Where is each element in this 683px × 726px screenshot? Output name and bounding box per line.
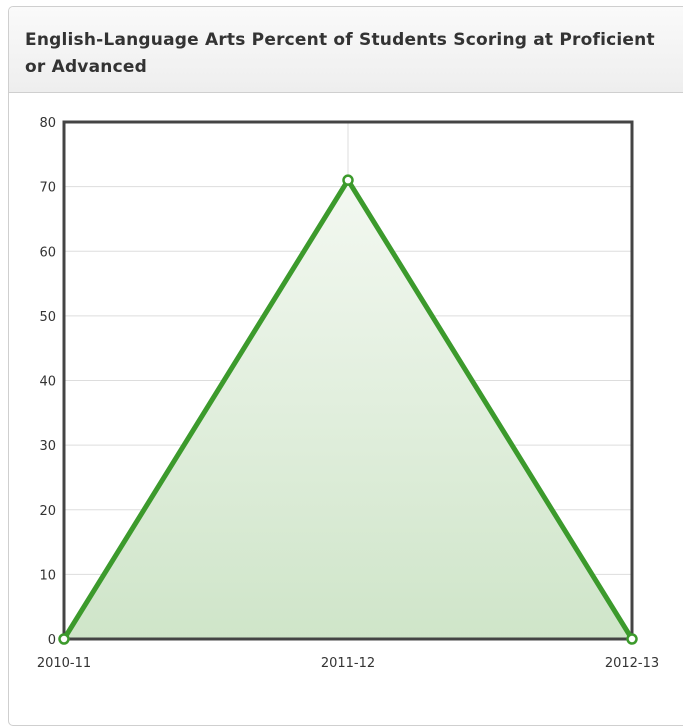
x-axis-ticks: 2010-11 2011-12 2012-13 <box>37 656 659 671</box>
chart-title: English-Language Arts Percent of Student… <box>25 30 655 77</box>
series-area-fill <box>64 180 632 639</box>
y-tick-label: 40 <box>39 375 56 390</box>
y-tick-label: 30 <box>39 439 56 454</box>
x-tick-label: 2011-12 <box>321 656 375 671</box>
y-tick-label: 60 <box>39 245 56 260</box>
y-tick-label: 20 <box>39 504 56 519</box>
data-point <box>342 174 354 186</box>
data-point <box>58 633 70 645</box>
data-point <box>626 633 638 645</box>
plot-frame <box>62 120 634 641</box>
data-points <box>58 174 638 645</box>
y-tick-label: 0 <box>48 633 56 648</box>
y-axis-ticks: 0 10 20 30 40 50 60 70 80 <box>39 116 56 648</box>
y-tick-label: 50 <box>39 310 56 325</box>
area-fill-layer <box>64 180 632 639</box>
y-tick-label: 70 <box>39 181 56 196</box>
y-tick-label: 80 <box>39 116 56 131</box>
y-tick-label: 10 <box>39 568 56 583</box>
panel-header: English-Language Arts Percent of Student… <box>9 7 683 93</box>
x-tick-label: 2010-11 <box>37 656 91 671</box>
x-tick-label: 2012-13 <box>605 656 659 671</box>
plot-frame-layer <box>62 120 634 641</box>
area-chart: 0 10 20 30 40 50 60 70 80 2010-11 2011-12 2012-13 <box>37 116 659 671</box>
